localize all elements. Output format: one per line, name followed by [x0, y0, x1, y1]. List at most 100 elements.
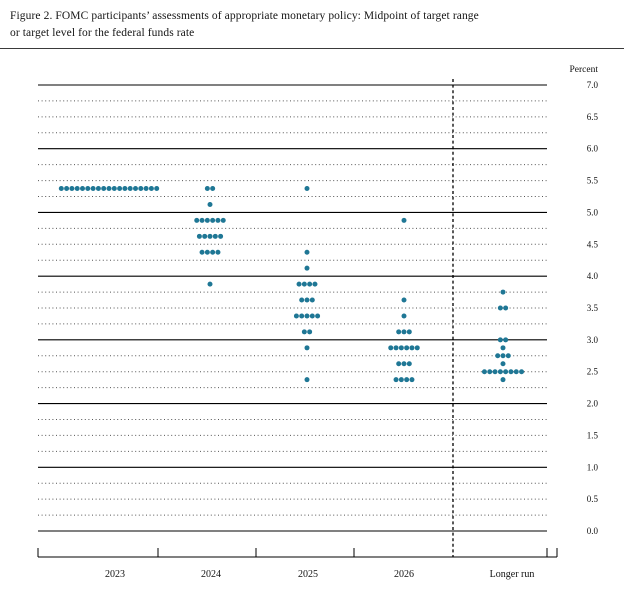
y-tick-label: 4.0: [587, 271, 599, 281]
projection-dot-2023-5.375: [148, 186, 154, 192]
projection-dot-2024-5.375: [210, 186, 216, 192]
projection-dot-2024-5.125: [207, 202, 213, 208]
y-tick-label: 2.0: [587, 399, 599, 409]
projection-dot-longer-run-2.5: [497, 369, 503, 375]
projection-dot-2026-4.875: [401, 218, 407, 224]
projection-dot-2026-3.125: [406, 329, 412, 335]
projection-dot-2026-2.875: [398, 345, 404, 351]
projection-dot-2024-5.375: [204, 186, 210, 192]
projection-dot-longer-run-2.375: [500, 377, 506, 383]
projection-dot-2025-2.875: [304, 345, 310, 351]
projection-dot-longer-run-3: [503, 337, 509, 343]
projection-dot-longer-run-2.5: [503, 369, 509, 375]
projection-dot-2024-4.375: [210, 250, 216, 256]
projection-dot-2023-5.375: [154, 186, 160, 192]
projection-dot-2026-2.375: [398, 377, 404, 383]
projection-dot-2024-4.625: [202, 234, 208, 240]
x-label-2024: 2024: [201, 569, 221, 580]
projection-dot-2026-2.625: [401, 361, 407, 367]
y-tick-label: 5.0: [587, 208, 599, 218]
projection-dot-2024-4.625: [212, 234, 218, 240]
projection-dot-2024-3.875: [207, 281, 213, 287]
projection-dot-longer-run-2.5: [519, 369, 525, 375]
projection-dot-2025-3.875: [307, 281, 313, 287]
projection-dot-2024-4.375: [215, 250, 221, 256]
projection-dot-2023-5.375: [85, 186, 91, 192]
figure-header: Figure 2. FOMC participants’ assessments…: [0, 0, 624, 50]
projection-dot-2025-3.375: [315, 313, 321, 319]
projection-dot-2023-5.375: [117, 186, 123, 192]
projection-dot-2026-2.375: [409, 377, 415, 383]
projection-dot-longer-run-2.5: [492, 369, 498, 375]
projection-dot-2023-5.375: [90, 186, 96, 192]
projection-dot-2026-3.125: [396, 329, 402, 335]
x-label-2025: 2025: [298, 569, 318, 580]
projection-dot-2024-4.875: [194, 218, 200, 224]
projection-dot-2025-3.625: [304, 297, 310, 303]
projection-dot-2024-4.375: [204, 250, 210, 256]
projection-dot-2023-5.375: [69, 186, 75, 192]
projection-dot-longer-run-2.625: [500, 361, 506, 367]
projection-dot-longer-run-2.75: [505, 353, 511, 359]
projection-dot-2023-5.375: [122, 186, 128, 192]
projection-dot-2024-4.875: [215, 218, 221, 224]
projection-dot-2023-5.375: [106, 186, 112, 192]
projection-dot-2024-4.625: [218, 234, 224, 240]
projection-dot-2026-2.875: [404, 345, 410, 351]
x-label-2023: 2023: [105, 569, 125, 580]
y-axis-title: Percent: [570, 65, 599, 75]
projection-dot-longer-run-3.5: [503, 305, 509, 311]
projection-dot-2023-5.375: [101, 186, 107, 192]
projection-dot-longer-run-2.75: [495, 353, 501, 359]
projection-dot-2026-2.875: [388, 345, 394, 351]
projection-dot-2023-5.375: [143, 186, 149, 192]
y-tick-label: 6.0: [587, 144, 599, 154]
projection-dot-longer-run-2.5: [513, 369, 519, 375]
projection-dot-2024-4.625: [207, 234, 213, 240]
projection-dot-2024-4.375: [199, 250, 205, 256]
projection-dot-2025-2.375: [304, 377, 310, 383]
y-tick-label: 1.0: [587, 463, 599, 473]
projection-dot-2026-3.125: [401, 329, 407, 335]
y-tick-label: 5.5: [587, 176, 599, 186]
projection-dot-2024-4.875: [199, 218, 205, 224]
projection-dot-2023-5.375: [74, 186, 80, 192]
projection-dot-2025-3.875: [301, 281, 307, 287]
projection-dot-2024-4.875: [210, 218, 216, 224]
projection-dot-2026-2.875: [414, 345, 420, 351]
projection-dot-2024-4.875: [220, 218, 226, 224]
x-label-longer-run: Longer run: [490, 569, 535, 580]
projection-dot-longer-run-3.5: [497, 305, 503, 311]
projection-dot-2026-2.625: [406, 361, 412, 367]
projection-dot-2025-3.375: [299, 313, 305, 319]
projection-dot-2026-2.875: [409, 345, 415, 351]
y-tick-label: 6.5: [587, 112, 599, 122]
projection-dot-longer-run-2.5: [487, 369, 493, 375]
projection-dot-2025-3.875: [312, 281, 318, 287]
projection-dot-2025-5.375: [304, 186, 310, 192]
x-label-2026: 2026: [394, 569, 414, 580]
y-tick-label: 4.5: [587, 240, 599, 250]
projection-dot-2025-3.625: [299, 297, 305, 303]
projection-dot-2024-4.625: [196, 234, 202, 240]
projection-dot-2025-3.125: [307, 329, 313, 335]
projection-dot-2025-3.375: [304, 313, 310, 319]
projection-dot-longer-run-2.5: [481, 369, 487, 375]
projection-dot-2026-2.625: [396, 361, 402, 367]
y-tick-label: 1.5: [587, 431, 599, 441]
projection-dot-2025-4.375: [304, 250, 310, 256]
y-tick-label: 7.0: [587, 80, 599, 90]
dot-plot-chart: 7.0 6.5 6.0 5.5 5.0 4.5 4.0 3.5 3.0 2.5 2.0 1.5 1.0 0…: [0, 49, 624, 597]
y-tick-label: 0.5: [587, 494, 599, 504]
figure-title-line-1: Figure 2. FOMC participants’ assessments…: [10, 10, 479, 22]
projection-dot-2026-2.875: [393, 345, 399, 351]
y-tick-label: 2.5: [587, 367, 599, 377]
projection-dot-2025-3.375: [309, 313, 315, 319]
projection-dot-2023-5.375: [133, 186, 138, 192]
projection-dot-2023-5.375: [127, 186, 133, 192]
projection-dot-2023-5.375: [64, 186, 70, 192]
projection-dot-2023-5.375: [80, 186, 85, 192]
y-tick-label: 3.5: [587, 303, 599, 313]
projection-dot-2025-4.125: [304, 266, 310, 272]
